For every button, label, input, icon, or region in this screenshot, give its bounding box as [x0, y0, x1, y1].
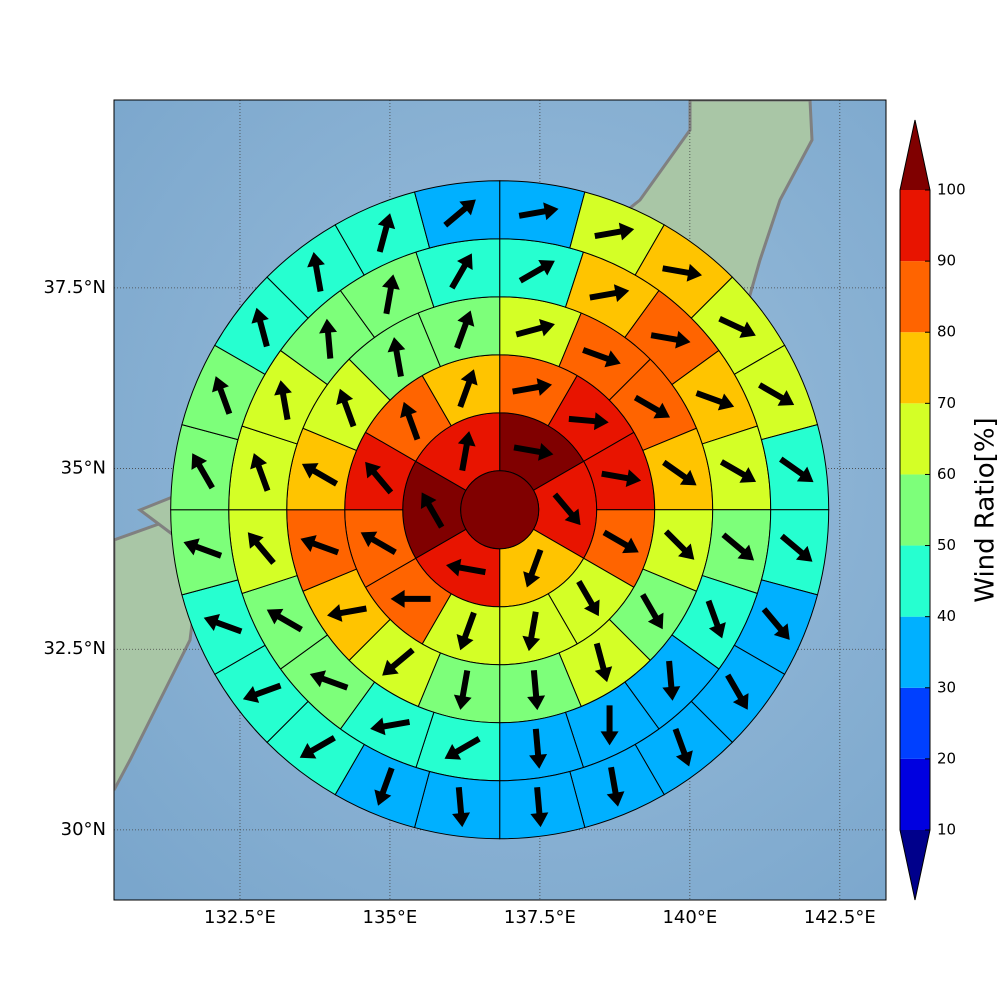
x-tick-label: 137.5°E [504, 907, 576, 928]
colorbar-tick-label: 40 [937, 607, 956, 625]
center-disc [461, 471, 539, 549]
x-tick-label: 140°E [662, 907, 717, 928]
y-tick-label: 30°N [61, 819, 106, 840]
x-tick-label: 132.5°E [204, 907, 276, 928]
colorbar-label: Wind Ratio[%] [971, 417, 1000, 602]
colorbar-tick-label: 60 [937, 465, 956, 483]
colorbar-tick-label: 20 [937, 749, 956, 767]
colorbar-tick-label: 80 [937, 323, 956, 341]
x-tick-label: 142.5°E [804, 907, 876, 928]
colorbar-tick-label: 100 [937, 181, 966, 199]
colorbar: 10 20 30 40 50 60 70 80 90 100 [900, 120, 966, 900]
colorbar-tick-label: 50 [937, 536, 956, 554]
colorbar-tick-label: 90 [937, 252, 956, 270]
colorbar-tick-label: 30 [937, 678, 956, 696]
colorbar-tick-label: 70 [937, 394, 956, 412]
colorbar-tick-label: 10 [937, 821, 956, 839]
polar-plot [171, 181, 829, 839]
colorbar-bin [900, 190, 930, 261]
y-tick-label: 32.5°N [43, 638, 106, 659]
colorbar-bin [900, 332, 930, 403]
x-tick-label: 135°E [363, 907, 418, 928]
colorbar-bin [900, 546, 930, 617]
colorbar-bin [900, 617, 930, 688]
y-tick-label: 35°N [61, 458, 106, 479]
colorbar-over [900, 120, 930, 190]
y-tick-label: 37.5°N [43, 277, 106, 298]
colorbar-under [900, 830, 930, 900]
sector [500, 772, 585, 839]
colorbar-bin [900, 688, 930, 759]
colorbar-bin [900, 261, 930, 332]
colorbar-bin [900, 403, 930, 474]
colorbar-bin [900, 759, 930, 830]
colorbar-bin [900, 474, 930, 545]
